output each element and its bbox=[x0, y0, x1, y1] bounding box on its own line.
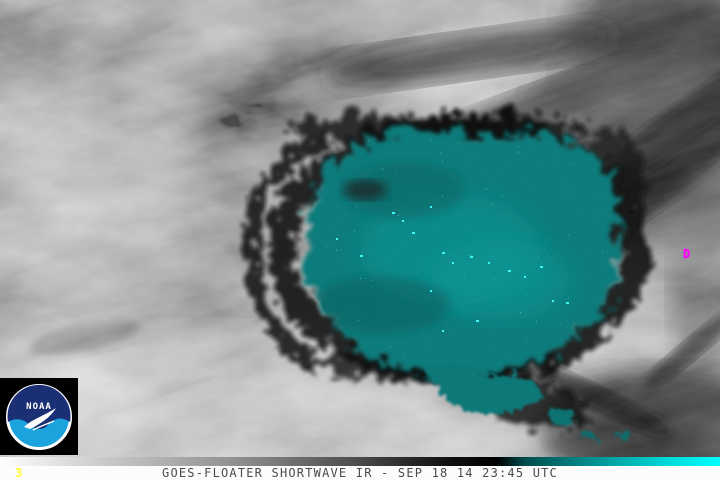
noaa-logo: NOAA bbox=[0, 378, 78, 455]
ir-temperature-colorbar bbox=[0, 457, 720, 466]
storm-cell bbox=[300, 122, 626, 437]
seagull-icon bbox=[24, 408, 56, 429]
satellite-image: D NOAA bbox=[0, 0, 720, 457]
storm-south-fragments bbox=[428, 362, 626, 437]
cloud-scene bbox=[0, 0, 720, 457]
noaa-logo-sky bbox=[7, 384, 71, 429]
storm-bright-speckles bbox=[336, 206, 569, 332]
storm-position-marker: D bbox=[683, 247, 691, 261]
frame-counter: 3 bbox=[15, 466, 23, 480]
noaa-emblem-graphic: NOAA bbox=[0, 378, 78, 455]
caption-text: GOES-FLOATER SHORTWAVE IR - SEP 18 14 23… bbox=[162, 465, 558, 480]
noaa-logo-text: NOAA bbox=[26, 402, 52, 412]
caption-bar: 3 GOES-FLOATER SHORTWAVE IR - SEP 18 14 … bbox=[0, 466, 720, 480]
seagull-wing-line bbox=[32, 420, 55, 431]
